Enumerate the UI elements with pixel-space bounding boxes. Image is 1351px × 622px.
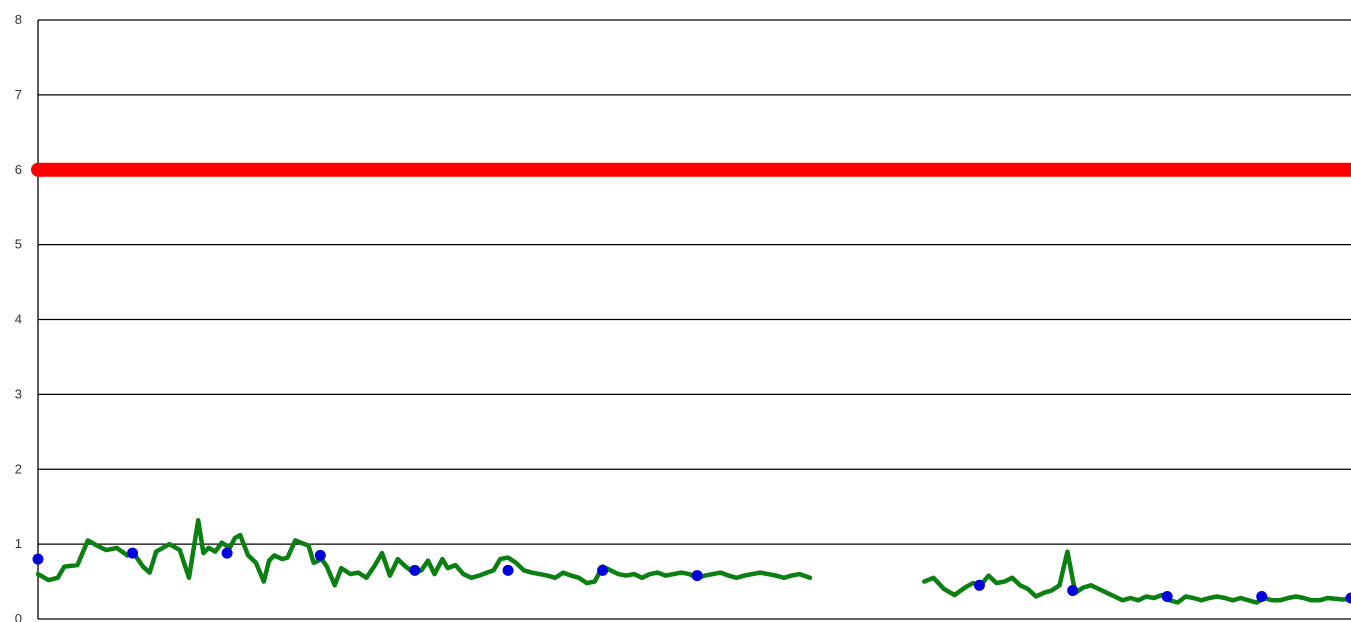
y-tick-label: 3 xyxy=(15,386,22,401)
series-line-segment-1 xyxy=(35,517,813,588)
y-tick-label: 8 xyxy=(15,12,22,27)
data-point-marker xyxy=(314,549,326,561)
data-point-marker xyxy=(127,547,139,559)
data-point-marker xyxy=(973,579,985,591)
data-point-marker xyxy=(502,564,514,576)
grid-layer xyxy=(37,19,1351,620)
y-tick-label: 4 xyxy=(15,312,22,327)
y-tick-label: 2 xyxy=(15,461,22,476)
data-point-marker xyxy=(1161,591,1173,603)
data-point-marker xyxy=(221,547,233,559)
data-point-marker xyxy=(691,570,703,582)
data-point-marker xyxy=(1345,592,1351,604)
data-point-marker xyxy=(32,553,44,565)
y-tick-label: 6 xyxy=(15,162,22,177)
y-tick-label: 7 xyxy=(15,87,22,102)
y-tick-label: 5 xyxy=(15,237,22,252)
data-point-marker xyxy=(1067,585,1079,597)
y-axis-tick-labels: 0 1 2 3 4 5 6 7 8 xyxy=(15,12,22,622)
data-point-marker xyxy=(597,564,609,576)
data-point-marker xyxy=(1256,591,1268,603)
y-tick-label: 0 xyxy=(15,611,22,622)
y-tick-label: 1 xyxy=(15,536,22,551)
series-layer xyxy=(35,517,1351,605)
series-line-segment-2 xyxy=(922,549,1351,605)
data-point-marker xyxy=(409,564,421,576)
marker-layer xyxy=(32,547,1351,604)
